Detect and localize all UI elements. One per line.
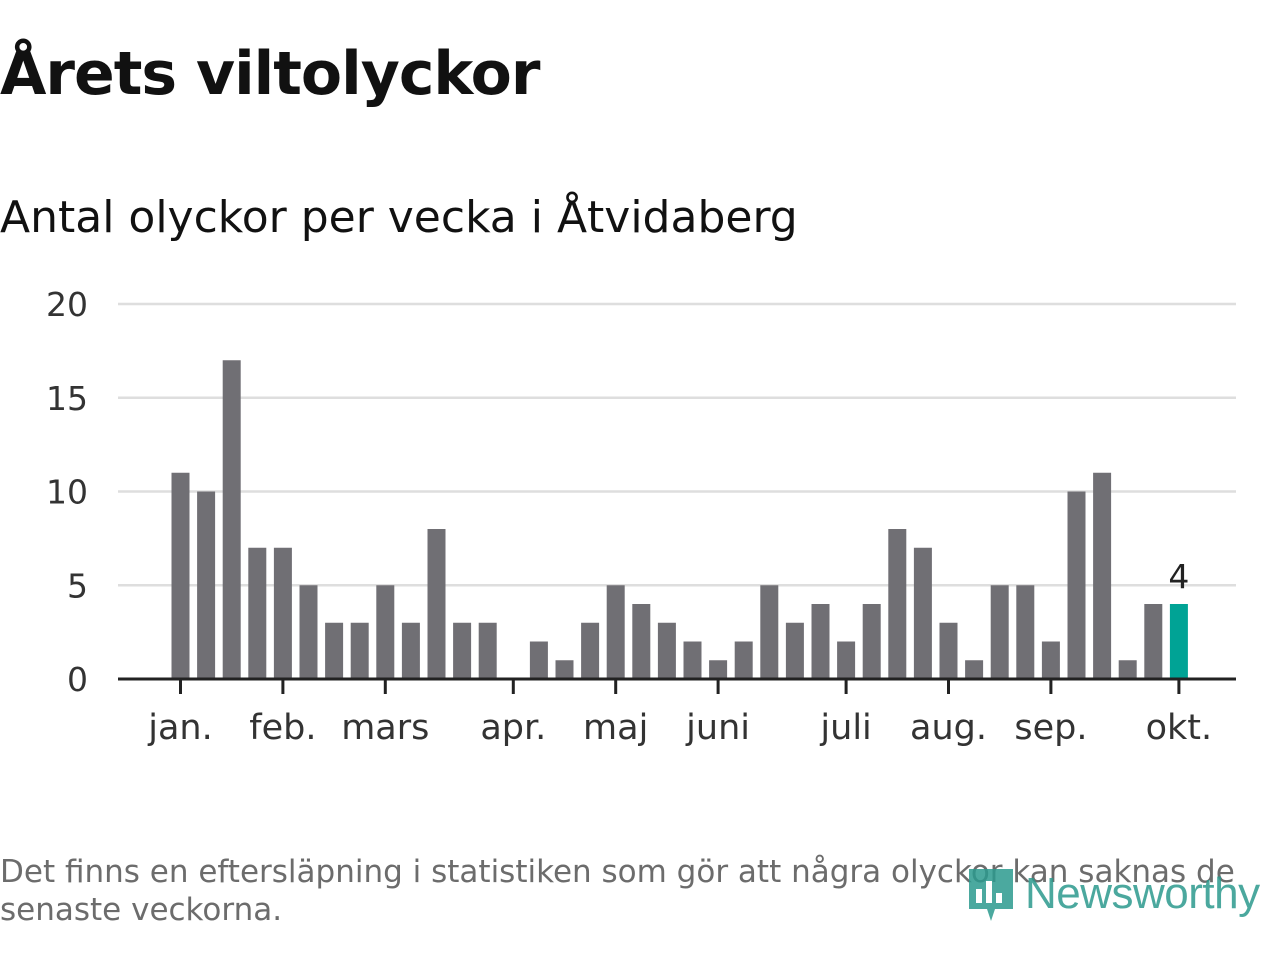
page-title: Årets viltolyckor	[0, 39, 540, 109]
x-tick-label: apr.	[480, 708, 546, 748]
label-layer: 0 5 10 15 20 jan. feb. mars apr. maj juni juli aug. s…	[46, 285, 1212, 748]
bar	[734, 641, 753, 679]
bar	[606, 585, 625, 679]
bar-highlight	[1169, 604, 1188, 679]
axis-layer	[118, 677, 1236, 694]
footnote: Det finns en eftersläpning i statistiken…	[0, 854, 1235, 928]
bar	[299, 585, 318, 679]
bar-chart: 0 5 10 15 20 jan. feb. mars apr. maj juni juli aug. s…	[46, 285, 1236, 748]
x-tick-label: maj	[583, 708, 648, 748]
grid-layer	[118, 302, 1236, 587]
bar	[657, 622, 676, 679]
bar	[760, 585, 779, 679]
bar	[581, 622, 600, 679]
y-tick-label: 0	[67, 660, 88, 699]
bar	[1041, 641, 1060, 679]
bar	[248, 547, 267, 679]
y-tick-label: 20	[46, 285, 88, 324]
newsworthy-chart-icon	[969, 869, 1013, 921]
bar-layer	[171, 360, 1188, 679]
bar	[632, 604, 651, 679]
bar	[837, 641, 856, 679]
y-tick-label: 5	[67, 566, 88, 605]
x-tick-label: feb.	[249, 708, 316, 748]
bar	[862, 604, 881, 679]
bar	[1093, 472, 1112, 679]
x-tick-label: sep.	[1014, 708, 1087, 748]
bar	[1067, 491, 1086, 679]
bar	[888, 529, 907, 679]
bar	[222, 360, 241, 679]
y-tick-label: 15	[46, 379, 88, 418]
bar	[453, 622, 472, 679]
bar	[1016, 585, 1035, 679]
y-tick-label: 10	[46, 473, 88, 512]
bar	[273, 547, 292, 679]
bar	[1118, 660, 1137, 679]
bar	[376, 585, 395, 679]
chart-subtitle: Antal olyckor per vecka i Åtvidaberg	[0, 192, 798, 243]
bar	[478, 622, 497, 679]
bar	[709, 660, 728, 679]
data-label-latest: 4	[1168, 557, 1189, 596]
bar	[939, 622, 958, 679]
bar	[990, 585, 1009, 679]
bar	[913, 547, 932, 679]
x-tick-label: mars	[341, 708, 429, 748]
bar	[555, 660, 574, 679]
bar	[427, 529, 446, 679]
x-tick-label: jan.	[147, 708, 212, 748]
bar	[325, 622, 344, 679]
x-tick-label: aug.	[910, 708, 987, 748]
bar	[529, 641, 548, 679]
x-tick-label: okt.	[1146, 708, 1213, 748]
logo-text: Newsworthy	[1025, 869, 1260, 918]
newsworthy-logo[interactable]: Newsworthy	[965, 862, 1260, 926]
bar	[965, 660, 984, 679]
bar	[1144, 604, 1163, 679]
bar	[401, 622, 420, 679]
bar	[171, 472, 190, 679]
bar	[683, 641, 702, 679]
bar	[350, 622, 369, 679]
x-tick-label: juni	[685, 708, 750, 748]
bar	[785, 622, 804, 679]
bar	[811, 604, 830, 679]
x-tick-label: juli	[819, 708, 871, 748]
bar	[197, 491, 216, 679]
